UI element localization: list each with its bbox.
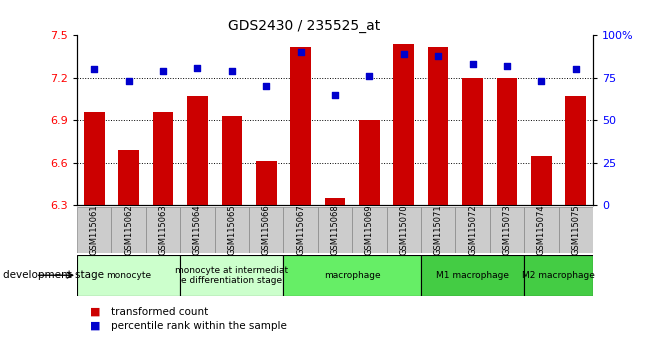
Bar — [318, 207, 352, 253]
Text: GSM115061: GSM115061 — [90, 205, 98, 256]
Bar — [214, 207, 249, 253]
Text: monocyte at intermediat
e differentiation stage: monocyte at intermediat e differentiatio… — [176, 266, 288, 285]
Bar — [187, 96, 208, 205]
Text: GSM115069: GSM115069 — [365, 205, 374, 256]
Point — [570, 67, 581, 72]
Point — [123, 79, 134, 84]
Text: GSM115068: GSM115068 — [330, 205, 340, 256]
Text: ■: ■ — [90, 307, 101, 316]
Text: GSM115067: GSM115067 — [296, 205, 305, 256]
Point — [295, 50, 306, 55]
Text: GSM115072: GSM115072 — [468, 205, 477, 256]
Bar — [283, 207, 318, 253]
Text: transformed count: transformed count — [111, 307, 208, 316]
Bar — [111, 207, 146, 253]
Text: monocyte: monocyte — [106, 271, 151, 280]
Point — [157, 68, 168, 74]
Bar — [84, 112, 105, 205]
Title: GDS2430 / 235525_at: GDS2430 / 235525_at — [228, 19, 380, 33]
Text: GSM115074: GSM115074 — [537, 205, 546, 256]
Text: GSM115063: GSM115063 — [159, 205, 168, 256]
Text: GSM115066: GSM115066 — [262, 205, 271, 256]
Bar — [77, 207, 111, 253]
Bar — [524, 207, 559, 253]
Bar — [283, 255, 421, 296]
Bar — [180, 207, 214, 253]
Point — [330, 92, 340, 98]
Text: GSM115065: GSM115065 — [227, 205, 237, 256]
Point — [226, 68, 237, 74]
Point — [467, 62, 478, 67]
Bar — [119, 150, 139, 205]
Bar — [290, 47, 311, 205]
Bar — [146, 207, 180, 253]
Bar — [352, 207, 387, 253]
Point — [536, 79, 547, 84]
Bar — [393, 44, 414, 205]
Point — [89, 67, 100, 72]
Bar — [456, 207, 490, 253]
Point — [433, 53, 444, 59]
Point — [261, 84, 271, 89]
Point — [192, 65, 203, 70]
Text: GSM115073: GSM115073 — [502, 205, 511, 256]
Point — [399, 51, 409, 57]
Bar — [180, 255, 283, 296]
Bar — [531, 156, 551, 205]
Text: M2 macrophage: M2 macrophage — [522, 271, 595, 280]
Bar — [325, 198, 345, 205]
Point — [502, 63, 513, 69]
Point — [364, 73, 375, 79]
Bar — [496, 78, 517, 205]
Bar — [77, 255, 180, 296]
Text: M1 macrophage: M1 macrophage — [436, 271, 509, 280]
Text: GSM115071: GSM115071 — [433, 205, 443, 256]
Bar — [153, 112, 174, 205]
Bar — [428, 47, 448, 205]
Bar — [524, 255, 593, 296]
Bar — [222, 116, 242, 205]
Text: GSM115062: GSM115062 — [124, 205, 133, 256]
Text: GSM115070: GSM115070 — [399, 205, 408, 256]
Text: GSM115075: GSM115075 — [572, 205, 580, 256]
Bar — [462, 78, 483, 205]
Text: GSM115064: GSM115064 — [193, 205, 202, 256]
Bar — [421, 207, 456, 253]
Bar — [256, 161, 277, 205]
Bar — [421, 255, 524, 296]
Text: percentile rank within the sample: percentile rank within the sample — [111, 321, 287, 331]
Text: ■: ■ — [90, 321, 101, 331]
Bar — [490, 207, 524, 253]
Text: development stage: development stage — [3, 270, 105, 280]
Bar — [359, 120, 380, 205]
Bar — [387, 207, 421, 253]
Bar — [559, 207, 593, 253]
Text: macrophage: macrophage — [324, 271, 381, 280]
Bar — [565, 96, 586, 205]
Bar — [249, 207, 283, 253]
